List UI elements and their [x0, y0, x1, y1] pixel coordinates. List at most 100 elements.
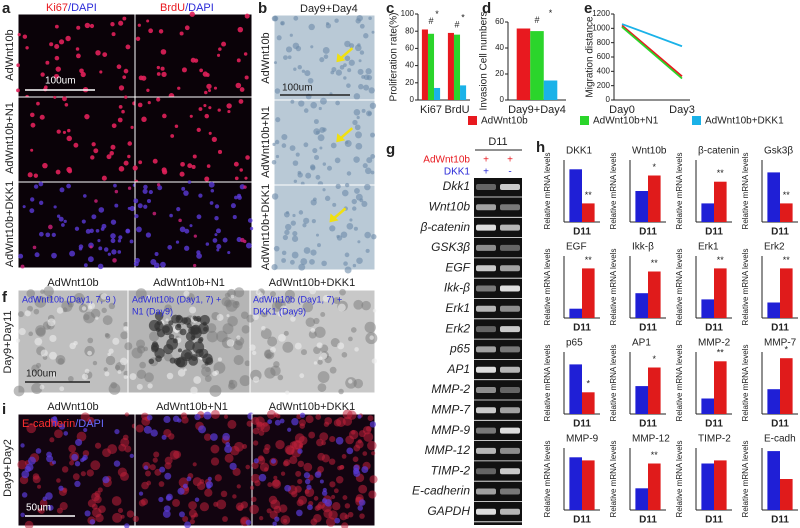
x-tick-label: D11 [639, 419, 657, 430]
cell [340, 231, 348, 238]
cell [321, 490, 328, 496]
cell [361, 108, 366, 113]
cell [146, 88, 150, 92]
cell [353, 469, 361, 477]
x-tick-label: D11 [771, 323, 789, 334]
y-tick-label: 20 [405, 78, 414, 87]
cell [203, 433, 212, 441]
cell [273, 412, 279, 418]
condition-sign: + [483, 167, 489, 178]
bar [701, 299, 714, 318]
gene-label: GAPDH [427, 504, 470, 518]
cell [281, 143, 287, 148]
cell [89, 23, 95, 29]
cell [237, 26, 244, 33]
cell [336, 417, 346, 427]
cell [348, 336, 353, 342]
band [500, 407, 520, 414]
cell [333, 297, 341, 305]
y-axis-label: Relative mRNA levels [609, 441, 618, 518]
cell [310, 327, 316, 333]
bar [701, 463, 714, 510]
cell [189, 224, 193, 228]
cell [16, 88, 20, 93]
arrow-head [329, 213, 339, 223]
cell [160, 66, 165, 71]
cell [299, 373, 305, 379]
cell [26, 423, 37, 434]
cell [173, 450, 182, 459]
bar [780, 203, 793, 222]
cell [335, 476, 344, 484]
cell [251, 462, 259, 470]
cell [149, 331, 160, 342]
cell [162, 113, 167, 119]
cell [217, 53, 221, 57]
cell [307, 504, 313, 511]
cell [302, 301, 314, 313]
cell [55, 354, 66, 365]
cell [235, 82, 242, 89]
cell [355, 142, 363, 150]
x-tick-label: D11 [705, 515, 723, 526]
panel-label: c [386, 0, 394, 17]
cell [291, 251, 299, 259]
cell [283, 518, 288, 523]
cell [118, 166, 125, 172]
cell [311, 219, 316, 224]
cell [135, 288, 147, 300]
cell [49, 42, 54, 47]
cell [301, 69, 306, 73]
column-header: AdWnt10b [47, 401, 98, 413]
cell [305, 172, 312, 179]
cell [205, 481, 213, 489]
cell [283, 330, 289, 336]
cell [298, 419, 306, 427]
x-tick-label: D11 [639, 227, 657, 238]
cell [21, 470, 30, 479]
band [476, 387, 496, 393]
cell [277, 310, 284, 317]
cell [208, 131, 212, 135]
cell [216, 244, 222, 250]
cell [211, 136, 217, 142]
cell [357, 439, 362, 444]
cell [334, 157, 341, 164]
cell [299, 412, 306, 418]
y-axis-label: Invasion Cell numbers [479, 12, 490, 111]
cell [252, 440, 259, 446]
cell [177, 369, 186, 377]
cell [365, 68, 372, 75]
annotation: ** [783, 255, 791, 265]
cell [120, 514, 125, 519]
panel-label: d [482, 0, 491, 17]
cell [163, 415, 171, 423]
overlay-text: AdWnt10b (Day1, 7) + [253, 294, 342, 304]
cell [300, 181, 305, 186]
y-axis-label: Relative mRNA levels [675, 153, 684, 230]
band [476, 305, 496, 312]
cell [353, 299, 364, 310]
cell [33, 308, 40, 315]
cell [184, 228, 190, 234]
cell [354, 347, 359, 352]
cell [39, 384, 45, 390]
cell [39, 114, 45, 120]
cell [357, 68, 364, 75]
bar [460, 85, 467, 100]
cell [156, 319, 163, 326]
cell [371, 234, 377, 240]
cell [102, 448, 111, 458]
cell [210, 457, 220, 466]
cell [123, 160, 129, 166]
cell [339, 288, 346, 296]
cell [214, 233, 218, 237]
cell [267, 482, 273, 488]
bar [421, 29, 428, 101]
row-label: Day9+Day2 [2, 439, 14, 497]
cell [177, 348, 182, 353]
cell [303, 142, 309, 148]
panel-label: a [2, 0, 11, 17]
cell [198, 193, 203, 198]
